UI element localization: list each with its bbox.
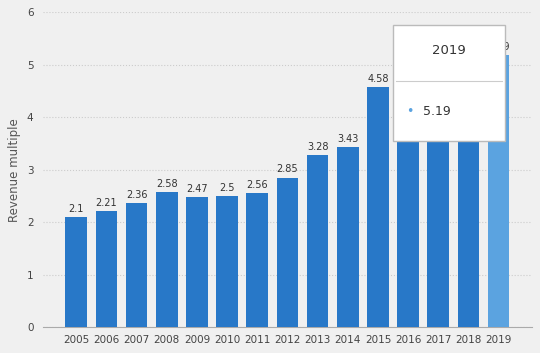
Bar xyxy=(428,59,449,327)
Text: 2.5: 2.5 xyxy=(219,183,235,193)
Text: 2.56: 2.56 xyxy=(246,180,268,190)
Text: 2.1: 2.1 xyxy=(69,204,84,214)
Text: 2.85: 2.85 xyxy=(276,164,298,174)
Bar xyxy=(276,178,298,327)
Y-axis label: Revenue multiple: Revenue multiple xyxy=(8,118,22,222)
Bar xyxy=(367,87,389,327)
Text: 5.22: 5.22 xyxy=(457,40,480,50)
Text: 2.21: 2.21 xyxy=(96,198,117,208)
Text: 3.43: 3.43 xyxy=(337,134,359,144)
Text: 5.19: 5.19 xyxy=(423,106,450,119)
Bar xyxy=(457,53,480,327)
Bar xyxy=(156,192,178,327)
Bar xyxy=(216,196,238,327)
Bar xyxy=(307,155,328,327)
Text: 3.28: 3.28 xyxy=(307,142,328,152)
Text: 5.11: 5.11 xyxy=(428,46,449,56)
Bar xyxy=(337,147,359,327)
Bar xyxy=(488,55,509,327)
Text: 5.19: 5.19 xyxy=(488,42,509,52)
Text: 2.36: 2.36 xyxy=(126,190,147,200)
Bar xyxy=(96,211,117,327)
Bar xyxy=(186,197,208,327)
Bar xyxy=(65,217,87,327)
Text: 4.58: 4.58 xyxy=(367,74,389,84)
Text: 2019: 2019 xyxy=(432,44,465,57)
Text: •: • xyxy=(407,106,414,119)
Text: 2.58: 2.58 xyxy=(156,179,178,189)
Bar xyxy=(126,203,147,327)
Bar xyxy=(246,193,268,327)
Text: 4.6: 4.6 xyxy=(401,73,416,83)
Text: 2.47: 2.47 xyxy=(186,184,208,195)
Bar xyxy=(397,86,419,327)
